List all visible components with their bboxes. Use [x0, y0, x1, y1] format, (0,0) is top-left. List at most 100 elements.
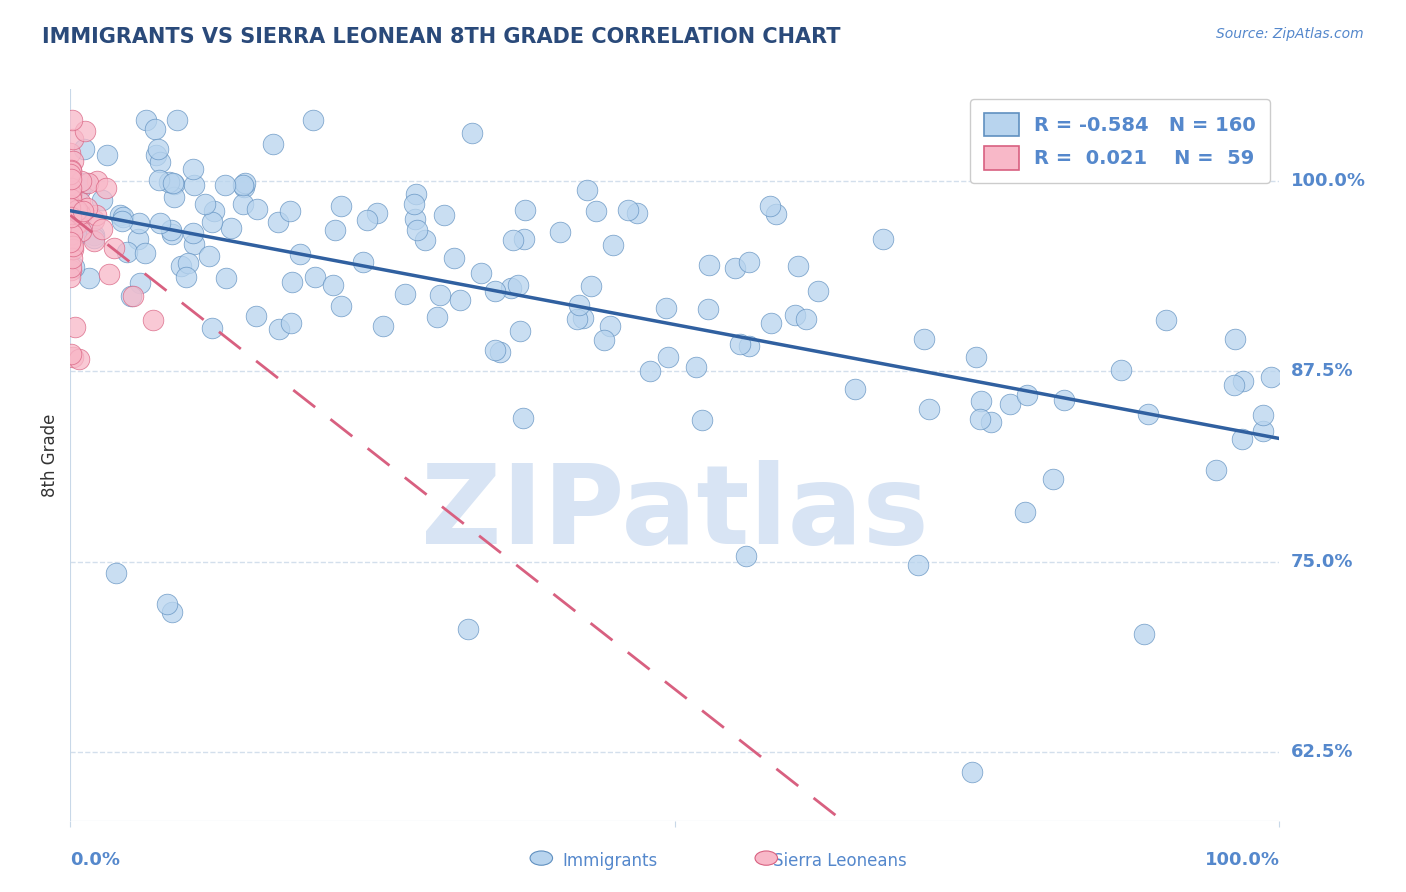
Point: [907, 558, 929, 572]
Point: [593, 333, 616, 347]
Point: [657, 351, 679, 365]
Point: [325, 223, 347, 237]
Point: [60, 227, 83, 242]
Point: [1205, 462, 1227, 476]
Text: 0.0%: 0.0%: [70, 851, 121, 869]
Point: [59, 239, 82, 253]
Point: [69, 194, 91, 209]
Point: [63, 320, 86, 334]
Point: [62, 239, 84, 253]
Point: [183, 178, 205, 192]
Point: [62, 200, 84, 214]
Text: IMMIGRANTS VS SIERRA LEONEAN 8TH GRADE CORRELATION CHART: IMMIGRANTS VS SIERRA LEONEAN 8TH GRADE C…: [42, 27, 841, 46]
Point: [233, 177, 256, 191]
Point: [783, 308, 806, 322]
Point: [280, 316, 302, 330]
Point: [484, 284, 506, 298]
Point: [219, 220, 242, 235]
Point: [197, 248, 219, 262]
Point: [60, 162, 83, 177]
Legend: R = -0.584   N = 160, R =  0.021    N =  59: R = -0.584 N = 160, R = 0.021 N = 59: [970, 99, 1270, 184]
Point: [59, 189, 82, 203]
Point: [202, 204, 225, 219]
Point: [1109, 363, 1132, 377]
Point: [484, 343, 506, 357]
Point: [232, 178, 254, 193]
Point: [245, 309, 267, 323]
Point: [980, 415, 1002, 429]
Point: [1053, 392, 1076, 407]
Point: [115, 245, 138, 260]
Point: [84, 208, 107, 222]
Point: [169, 259, 191, 273]
Point: [104, 566, 127, 580]
Point: [62, 351, 84, 365]
Point: [77, 177, 100, 191]
Point: [60, 260, 83, 275]
Point: [499, 281, 522, 295]
Point: [73, 142, 96, 156]
Point: [281, 275, 304, 289]
Point: [60, 190, 83, 204]
Point: [148, 142, 170, 156]
Point: [457, 622, 479, 636]
Point: [112, 210, 135, 224]
Point: [1222, 377, 1244, 392]
Point: [70, 211, 93, 225]
Point: [66, 203, 89, 218]
Point: [65, 203, 87, 218]
Point: [145, 147, 167, 161]
Point: [844, 382, 866, 396]
Point: [759, 317, 782, 331]
Point: [59, 146, 82, 161]
Point: [62, 242, 84, 256]
Point: [288, 247, 311, 261]
Point: [724, 260, 747, 275]
Point: [807, 285, 830, 299]
Point: [70, 223, 93, 237]
Point: [912, 332, 935, 346]
Text: Immigrants: Immigrants: [562, 852, 658, 870]
Point: [59, 192, 82, 206]
Point: [134, 245, 156, 260]
Point: [110, 208, 132, 222]
Point: [1154, 313, 1177, 327]
Point: [60, 347, 83, 361]
Point: [60, 251, 83, 265]
Point: [135, 112, 157, 127]
Y-axis label: 8th Grade: 8th Grade: [41, 413, 59, 497]
Point: [998, 397, 1021, 411]
Point: [174, 269, 197, 284]
Point: [163, 177, 186, 191]
Point: [280, 203, 302, 218]
Point: [129, 276, 152, 290]
Point: [214, 271, 236, 285]
Point: [201, 321, 224, 335]
Point: [62, 131, 84, 145]
Point: [65, 228, 87, 243]
Point: [1232, 374, 1254, 388]
Point: [548, 225, 571, 239]
Point: [163, 190, 186, 204]
Point: [1232, 432, 1254, 446]
Point: [214, 178, 236, 193]
Point: [67, 351, 90, 366]
Point: [83, 231, 105, 245]
Point: [568, 298, 591, 312]
Point: [160, 227, 183, 241]
Point: [149, 155, 172, 169]
Point: [515, 203, 537, 218]
Point: [181, 162, 204, 177]
Point: [62, 201, 84, 215]
Point: [86, 173, 108, 187]
Point: [77, 270, 100, 285]
Point: [72, 204, 94, 219]
Point: [103, 241, 125, 255]
Point: [177, 256, 200, 270]
Point: [59, 172, 82, 186]
Point: [148, 172, 170, 186]
Point: [738, 254, 761, 268]
Point: [433, 208, 456, 222]
Point: [426, 310, 449, 324]
Point: [143, 121, 166, 136]
